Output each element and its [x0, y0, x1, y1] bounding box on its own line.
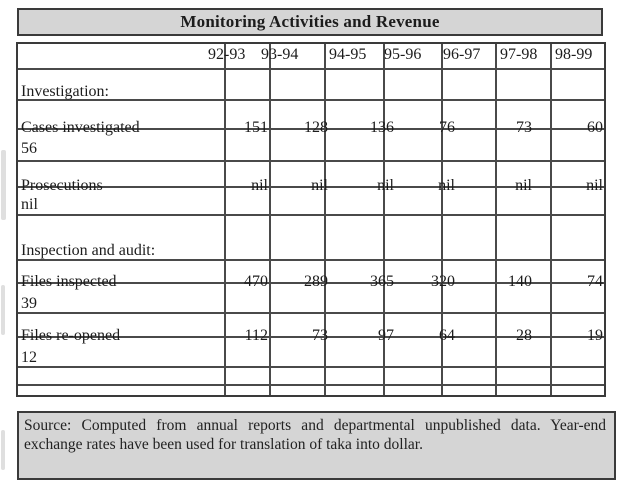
grid-line-vertical — [224, 44, 226, 395]
row-label: Files inspected — [21, 273, 117, 290]
grid-line-horizontal — [18, 336, 604, 338]
cell-value: 73 — [312, 327, 328, 344]
grid-line-vertical — [269, 44, 271, 395]
grid-line-vertical — [495, 44, 497, 395]
cell-value: 112 — [244, 327, 268, 344]
cell-value: nil — [377, 177, 394, 194]
cell-value: 73 — [516, 119, 532, 136]
cell-value: nil — [311, 177, 328, 194]
grid-line-horizontal — [18, 214, 604, 216]
table-title-bar: Monitoring Activities and Revenue — [17, 8, 603, 36]
cell-value: nil — [438, 177, 455, 194]
grid-line-vertical — [324, 44, 326, 395]
cell-value: 320 — [431, 273, 455, 290]
scan-artifact — [1, 430, 5, 470]
section-label: Investigation: — [21, 83, 109, 100]
cell-value: 64 — [439, 327, 455, 344]
grid-line-horizontal — [18, 128, 604, 130]
grid-line-vertical — [383, 44, 385, 395]
cell-value: 60 — [587, 119, 603, 136]
scan-artifact — [1, 150, 6, 220]
source-note: Source: Computed from annual reports and… — [24, 417, 606, 453]
source-note-box: Source: Computed from annual reports and… — [17, 411, 616, 480]
year-header: 94-95 — [329, 46, 367, 63]
grid-line-vertical — [550, 44, 552, 395]
year-header: 98-99 — [555, 46, 593, 63]
cell-value: 28 — [516, 327, 532, 344]
cell-value: 128 — [304, 119, 328, 136]
grid-line-horizontal — [18, 186, 604, 188]
grid-line-horizontal — [18, 366, 604, 368]
cell-value: 151 — [244, 119, 268, 136]
wrapped-cell-value: 56 — [21, 140, 37, 157]
cell-value: nil — [251, 177, 268, 194]
year-header: 97-98 — [500, 46, 538, 63]
cell-value: nil — [586, 177, 603, 194]
cell-value: 97 — [378, 327, 394, 344]
wrapped-cell-value: 12 — [21, 349, 37, 366]
wrapped-cell-value: 39 — [21, 295, 37, 312]
wrapped-cell-value: nil — [21, 196, 38, 213]
data-table: 92-93 93-94 94-95 95-96 96-97 97-98 98-99 Inves… — [16, 42, 606, 397]
cell-value: 136 — [370, 119, 394, 136]
grid-line-horizontal — [18, 68, 604, 70]
year-header: 93-94 — [261, 46, 299, 63]
grid-line-horizontal — [18, 384, 604, 386]
row-label: Prosecutions — [21, 177, 103, 194]
cell-value: nil — [515, 177, 532, 194]
table-title: Monitoring Activities and Revenue — [180, 12, 440, 31]
year-header: 96-97 — [443, 46, 481, 63]
row-label: Cases investigated — [21, 119, 140, 136]
grid-line-vertical — [441, 44, 443, 395]
cell-value: 76 — [439, 119, 455, 136]
cell-value: 365 — [370, 273, 394, 290]
cell-value: 470 — [244, 273, 268, 290]
grid-line-horizontal — [18, 259, 604, 261]
year-header: 92-93 — [208, 46, 246, 63]
row-label: Files re-opened — [21, 327, 121, 344]
grid-line-horizontal — [18, 160, 604, 162]
cell-value: 74 — [587, 273, 603, 290]
scan-artifact — [1, 285, 5, 335]
cell-value: 140 — [508, 273, 532, 290]
year-header: 95-96 — [384, 46, 422, 63]
cell-value: 19 — [587, 327, 603, 344]
grid-line-horizontal — [18, 282, 604, 284]
grid-line-horizontal — [18, 99, 604, 101]
grid-line-horizontal — [18, 312, 604, 314]
section-label: Inspection and audit: — [21, 242, 156, 259]
cell-value: 289 — [304, 273, 328, 290]
